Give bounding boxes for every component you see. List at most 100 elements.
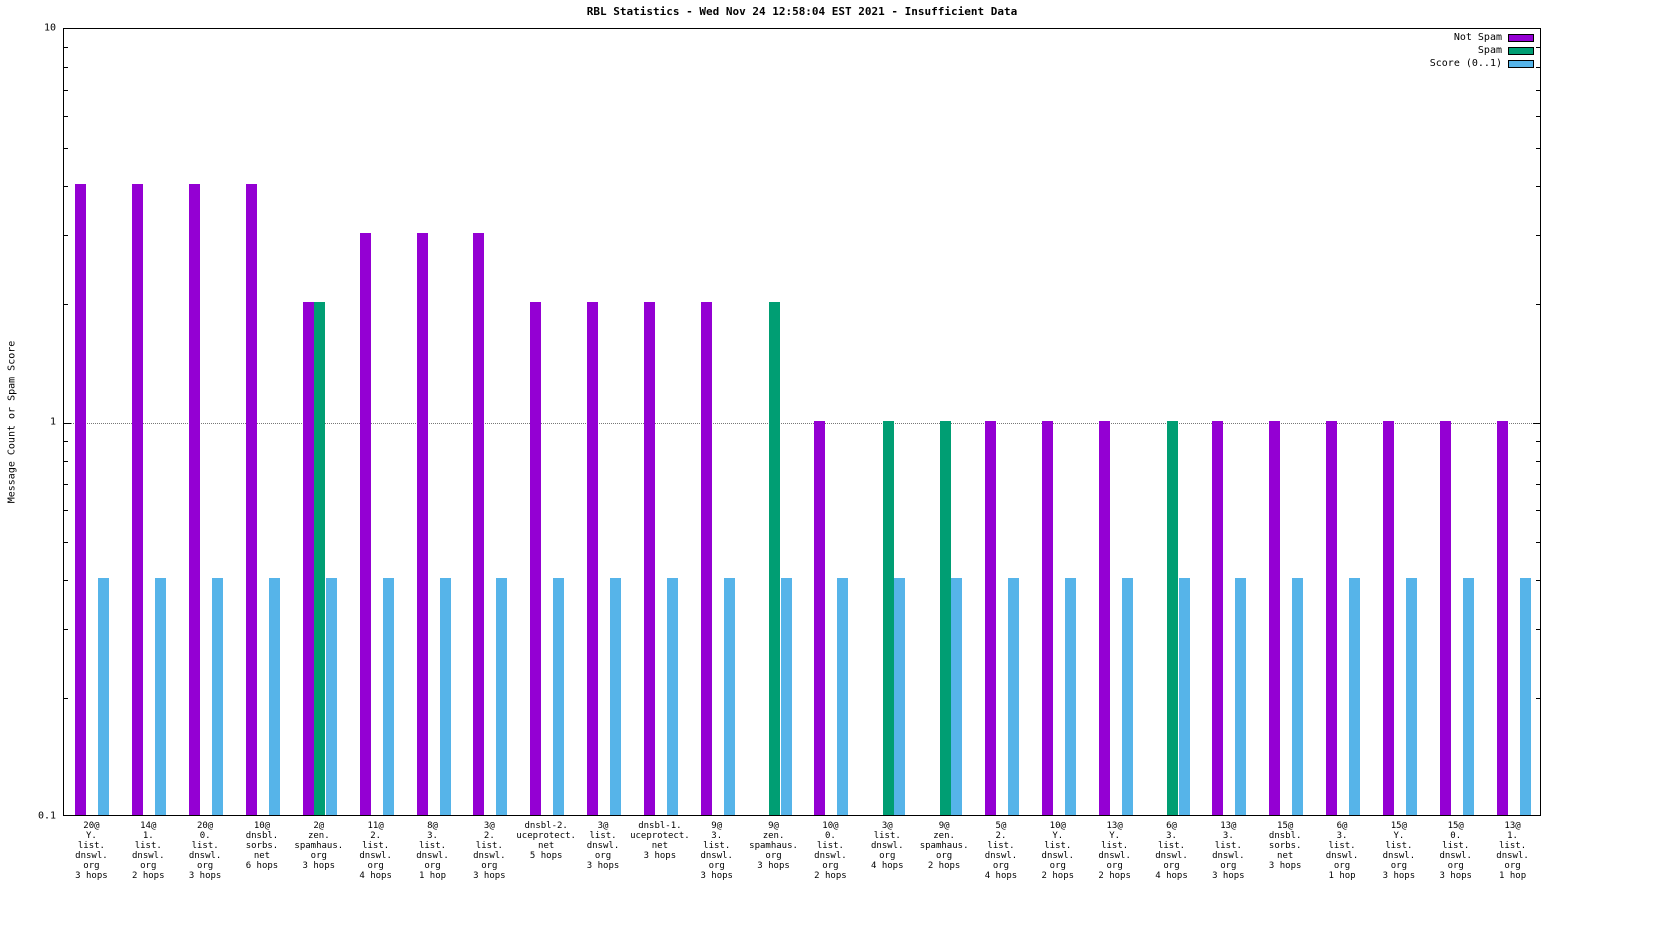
bar-score [1349, 577, 1361, 815]
bar-score [951, 577, 963, 815]
bar-score [553, 577, 565, 815]
gridline-y1 [64, 423, 1540, 424]
chart-title: RBL Statistics - Wed Nov 24 12:58:04 EST… [586, 5, 1018, 18]
bar-not-spam [1041, 421, 1053, 815]
bar-not-spam [643, 302, 655, 815]
bar-not-spam [530, 302, 542, 815]
bar-score [496, 577, 508, 815]
bar-score [1007, 577, 1019, 815]
bar-score [780, 577, 792, 815]
x-axis-label: 10@ Y. list. dnswl. org 2 hops [1041, 821, 1075, 881]
y-minor-tick [64, 441, 68, 443]
bar-not-spam [132, 183, 144, 815]
y-minor-tick [1536, 441, 1540, 443]
y-tick-label: 0.1 [37, 810, 56, 822]
y-minor-tick [1536, 90, 1540, 92]
x-axis-label: 3@ 2. list. dnswl. org 3 hops [473, 821, 506, 881]
bar-score [1292, 577, 1304, 815]
x-axis-label: 20@ Y. list. dnswl. org 3 hops [75, 821, 108, 881]
x-axis-label: 3@ list. dnswl. org 4 hops [871, 821, 904, 871]
y-minor-tick [64, 510, 68, 512]
bar-score [382, 577, 394, 815]
bar-score [325, 577, 337, 815]
y-minor-tick [1536, 510, 1540, 512]
bar-not-spam [700, 302, 712, 815]
y-minor-tick [1536, 67, 1540, 69]
bar-score [155, 577, 167, 815]
bar-spam [314, 302, 326, 815]
bar-score [1462, 577, 1474, 815]
x-axis-label: 9@ zen. spamhaus. org 2 hops [919, 821, 969, 871]
x-axis-label: 15@ dnsbl. sorbs. net 3 hops [1268, 821, 1302, 871]
x-axis-label: 11@ 2. list. dnswl. org 4 hops [359, 821, 392, 881]
y-minor-tick [64, 484, 68, 486]
bar-score [1519, 577, 1531, 815]
bar-score [610, 577, 622, 815]
bar-not-spam [75, 183, 87, 815]
bar-score [1121, 577, 1133, 815]
bar-not-spam [1212, 421, 1224, 815]
y-minor-tick [1536, 579, 1540, 581]
bar-score [1178, 577, 1190, 815]
x-axis-label: 9@ zen. spamhaus. org 3 hops [749, 821, 798, 871]
x-axis-label: 8@ 3. list. dnswl. org 1 hop [416, 821, 449, 881]
x-axis-label: 13@ 3. list. dnswl. org 3 hops [1212, 821, 1245, 881]
y-minor-tick [1536, 147, 1540, 149]
y-minor-tick [1536, 185, 1540, 187]
legend-swatch-not-spam [1508, 33, 1534, 42]
bar-score [837, 577, 849, 815]
y-minor-tick [64, 90, 68, 92]
y-minor-tick [64, 67, 68, 69]
bar-not-spam [814, 421, 826, 815]
bar-score [1405, 577, 1417, 815]
x-axis-label: 6@ 3. list. dnswl. org 1 hop [1325, 821, 1359, 881]
bar-not-spam [984, 421, 996, 815]
y-minor-tick [1536, 304, 1540, 306]
y-minor-tick [1536, 629, 1540, 630]
x-axis-label: 15@ Y. list. dnswl. org 3 hops [1382, 821, 1416, 881]
bar-spam [939, 421, 951, 815]
y-minor-tick [64, 629, 68, 630]
legend: Not Spam Spam Score (0..1) [1430, 32, 1534, 69]
x-axis-label: 10@ dnsbl. sorbs. net 6 hops [245, 821, 279, 871]
bar-not-spam [1382, 421, 1394, 815]
x-axis-label: dnsbl-1. uceprotect. net 3 hops [630, 821, 690, 861]
y-minor-tick [1536, 47, 1540, 49]
bar-spam [882, 421, 894, 815]
x-axis-label: 20@ 0. list. dnswl. org 3 hops [188, 821, 222, 881]
bar-not-spam [1496, 421, 1508, 815]
bar-not-spam [1326, 421, 1338, 815]
bar-score [666, 577, 678, 815]
y-minor-tick [1536, 698, 1540, 700]
x-axis-label: dnsbl-2. uceprotect. net 5 hops [516, 821, 576, 861]
x-axis-label: 14@ 1. list. dnswl. org 2 hops [132, 821, 165, 881]
x-axis-label: 3@ list. dnswl. org 3 hops [586, 821, 620, 871]
bar-not-spam [587, 302, 599, 815]
bar-not-spam [189, 183, 201, 815]
x-axis-label: 9@ 3. list. dnswl. org 3 hops [700, 821, 733, 881]
legend-item-not-spam: Not Spam [1454, 32, 1534, 43]
legend-item-score: Score (0..1) [1430, 58, 1534, 69]
bar-score [268, 577, 280, 815]
bar-score [98, 577, 110, 815]
bar-score [1235, 577, 1247, 815]
legend-swatch-spam [1508, 46, 1534, 55]
y-minor-tick [1536, 541, 1540, 543]
bar-score [894, 577, 906, 815]
legend-item-spam: Spam [1478, 45, 1534, 56]
bar-not-spam [1439, 421, 1451, 815]
y-minor-tick [1536, 116, 1540, 118]
x-axis-label: 13@ 1. list. dnswl. org 1 hop [1496, 821, 1529, 881]
bar-not-spam [473, 233, 485, 815]
y-minor-tick [64, 185, 68, 187]
legend-label-score: Score (0..1) [1429, 58, 1502, 69]
y-tick-label: 10 [43, 22, 56, 34]
y-minor-tick [64, 461, 68, 463]
x-axis-label: 5@ 2. list. dnswl. org 4 hops [984, 821, 1018, 881]
y-minor-tick [64, 541, 68, 543]
bar-not-spam [1098, 421, 1110, 815]
y-major-tick [64, 423, 71, 424]
bar-score [439, 577, 451, 815]
y-minor-tick [64, 304, 68, 306]
